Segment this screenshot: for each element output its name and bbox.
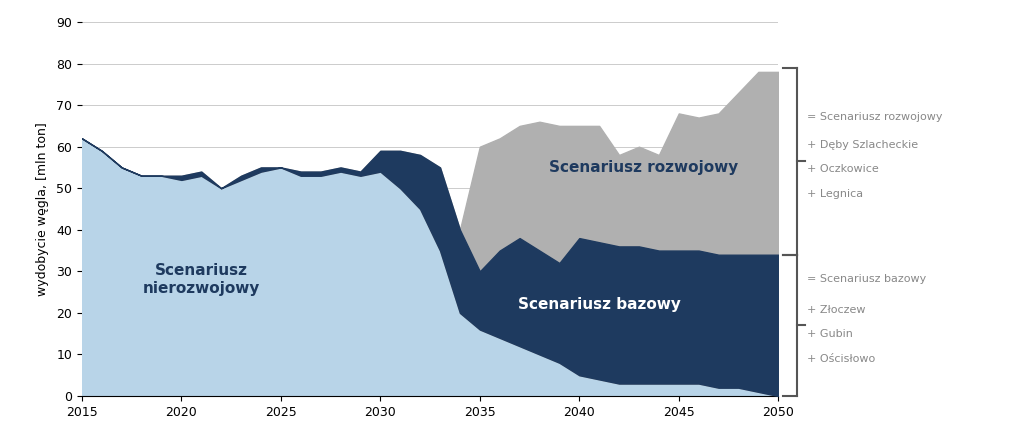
Text: + Legnica: + Legnica [807,189,863,198]
Text: Scenariusz
nierozwojowy: Scenariusz nierozwojowy [142,264,260,296]
Y-axis label: wydobycie węgla, [mln ton]: wydobycie węgla, [mln ton] [36,122,49,296]
Text: Scenariusz bazowy: Scenariusz bazowy [518,297,681,312]
Text: + Ościsłowo: + Ościsłowo [807,354,876,363]
Text: = Scenariusz rozwojowy: = Scenariusz rozwojowy [807,112,942,121]
Text: + Gubin: + Gubin [807,330,853,339]
Text: + Dęby Szlacheckie: + Dęby Szlacheckie [807,140,919,150]
Text: + Oczkowice: + Oczkowice [807,165,879,174]
Text: = Scenariusz bazowy: = Scenariusz bazowy [807,275,926,284]
Text: Scenariusz rozwojowy: Scenariusz rozwojowy [550,160,738,175]
Text: + Złoczew: + Złoczew [807,305,865,315]
